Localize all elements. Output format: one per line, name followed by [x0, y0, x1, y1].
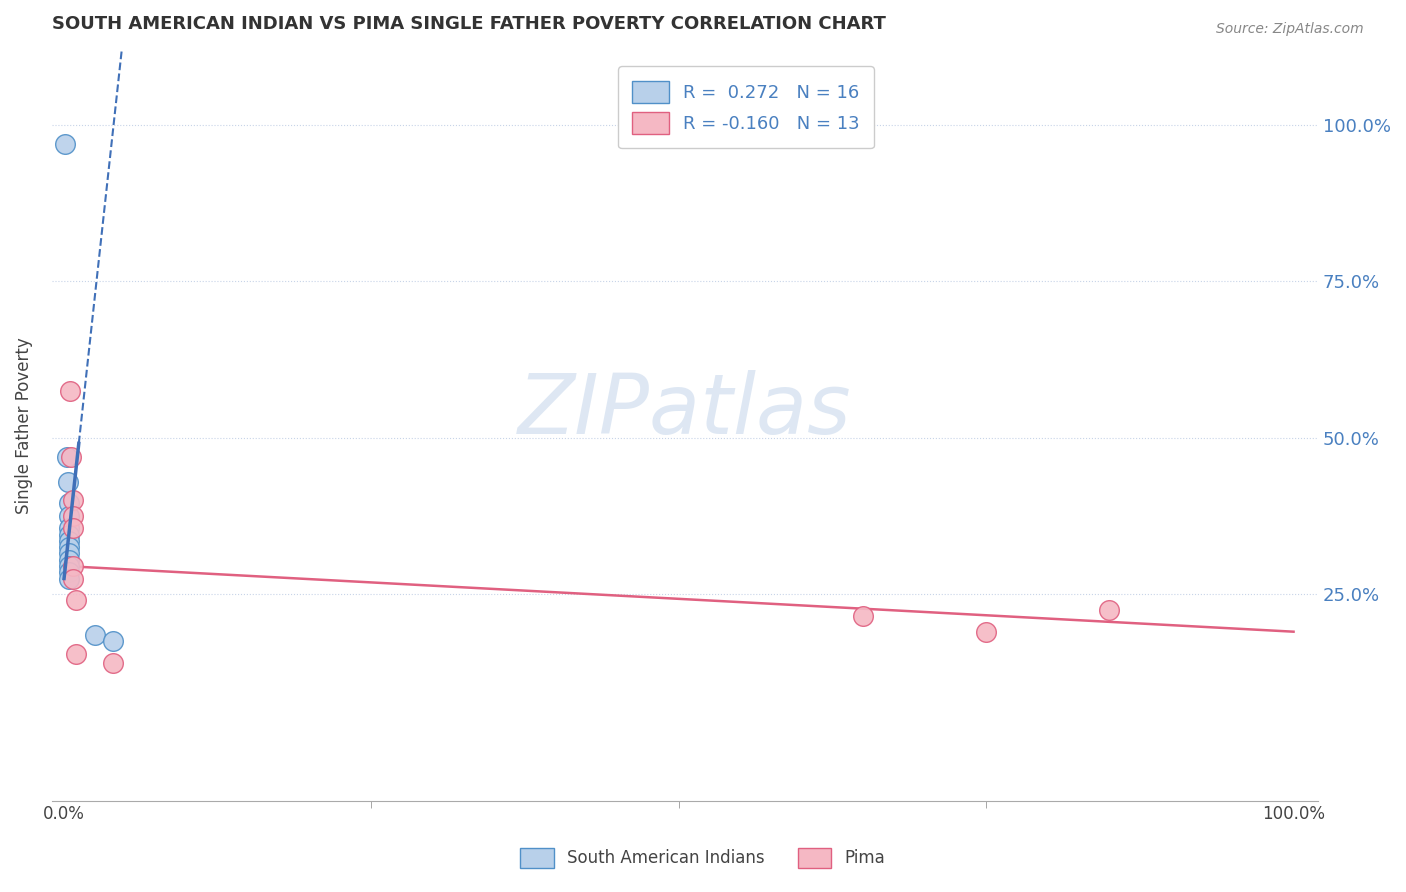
- Point: [58, 553, 80, 567]
- Point: [1098, 603, 1121, 617]
- Point: [83, 628, 105, 642]
- Point: [65, 593, 87, 607]
- Point: [62, 521, 84, 535]
- Point: [65, 647, 87, 661]
- Point: [103, 634, 125, 648]
- Point: [62, 559, 84, 574]
- Point: [56, 475, 79, 489]
- Point: [103, 656, 125, 670]
- Point: [58, 508, 80, 523]
- Point: [62, 572, 84, 586]
- Y-axis label: Single Father Poverty: Single Father Poverty: [15, 337, 32, 514]
- Point: [58, 527, 80, 541]
- Legend: South American Indians, Pima: South American Indians, Pima: [513, 841, 893, 875]
- Point: [58, 559, 80, 574]
- Point: [974, 624, 997, 639]
- Point: [58, 521, 80, 535]
- Point: [62, 493, 84, 508]
- Point: [59, 384, 82, 398]
- Point: [58, 533, 80, 548]
- Point: [55, 450, 77, 464]
- Point: [852, 609, 875, 624]
- Point: [58, 496, 80, 510]
- Text: Source: ZipAtlas.com: Source: ZipAtlas.com: [1216, 22, 1364, 37]
- Legend: R =  0.272   N = 16, R = -0.160   N = 13: R = 0.272 N = 16, R = -0.160 N = 13: [619, 66, 875, 148]
- Text: ZIPatlas: ZIPatlas: [519, 369, 852, 450]
- Point: [58, 546, 80, 560]
- Point: [53, 136, 76, 151]
- Point: [58, 540, 80, 554]
- Point: [60, 450, 83, 464]
- Point: [62, 508, 84, 523]
- Point: [58, 566, 80, 580]
- Text: SOUTH AMERICAN INDIAN VS PIMA SINGLE FATHER POVERTY CORRELATION CHART: SOUTH AMERICAN INDIAN VS PIMA SINGLE FAT…: [52, 15, 886, 33]
- Point: [58, 572, 80, 586]
